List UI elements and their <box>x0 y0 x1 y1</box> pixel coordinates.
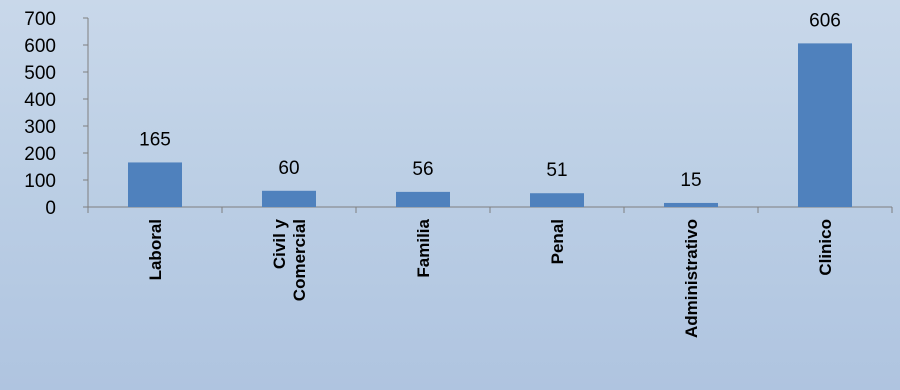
category-label-6: Clinico <box>816 219 835 276</box>
category-label-2: Civil y Comercial <box>270 218 309 301</box>
category-label-5: Administrativo <box>682 219 701 338</box>
data-label-6: 606 <box>809 10 841 31</box>
category-label-line: Laboral <box>146 219 165 280</box>
data-label-5: 15 <box>680 170 701 191</box>
y-tick-label: 600 <box>24 36 56 57</box>
category-label-line: Familia <box>414 218 433 277</box>
bar-4 <box>530 193 584 207</box>
category-label-line: Penal <box>548 219 567 264</box>
bar-1 <box>128 162 182 207</box>
y-tick-label: 300 <box>24 117 56 138</box>
y-tick-label: 700 <box>24 9 56 30</box>
category-label-line: Civil y <box>270 218 289 269</box>
category-label-4: Penal <box>548 219 567 264</box>
y-tick-label: 400 <box>24 90 56 111</box>
category-label-line: Comercial <box>290 219 309 301</box>
y-tick-label: 200 <box>24 144 56 165</box>
bar-2 <box>262 190 316 207</box>
data-label-1: 165 <box>139 129 171 150</box>
data-label-4: 51 <box>546 160 567 181</box>
bar-5 <box>664 202 718 207</box>
y-tick-label: 100 <box>24 171 56 192</box>
category-label-line: Administrativo <box>682 219 701 338</box>
category-label-line: Clinico <box>816 219 835 276</box>
bar-3 <box>396 191 450 207</box>
data-label-3: 56 <box>412 159 433 180</box>
data-label-2: 60 <box>278 158 299 179</box>
y-tick-label: 500 <box>24 63 56 84</box>
category-label-1: Laboral <box>146 219 165 280</box>
bar-6 <box>798 43 852 207</box>
category-label-3: Familia <box>414 218 433 277</box>
y-tick-label: 0 <box>45 198 56 219</box>
